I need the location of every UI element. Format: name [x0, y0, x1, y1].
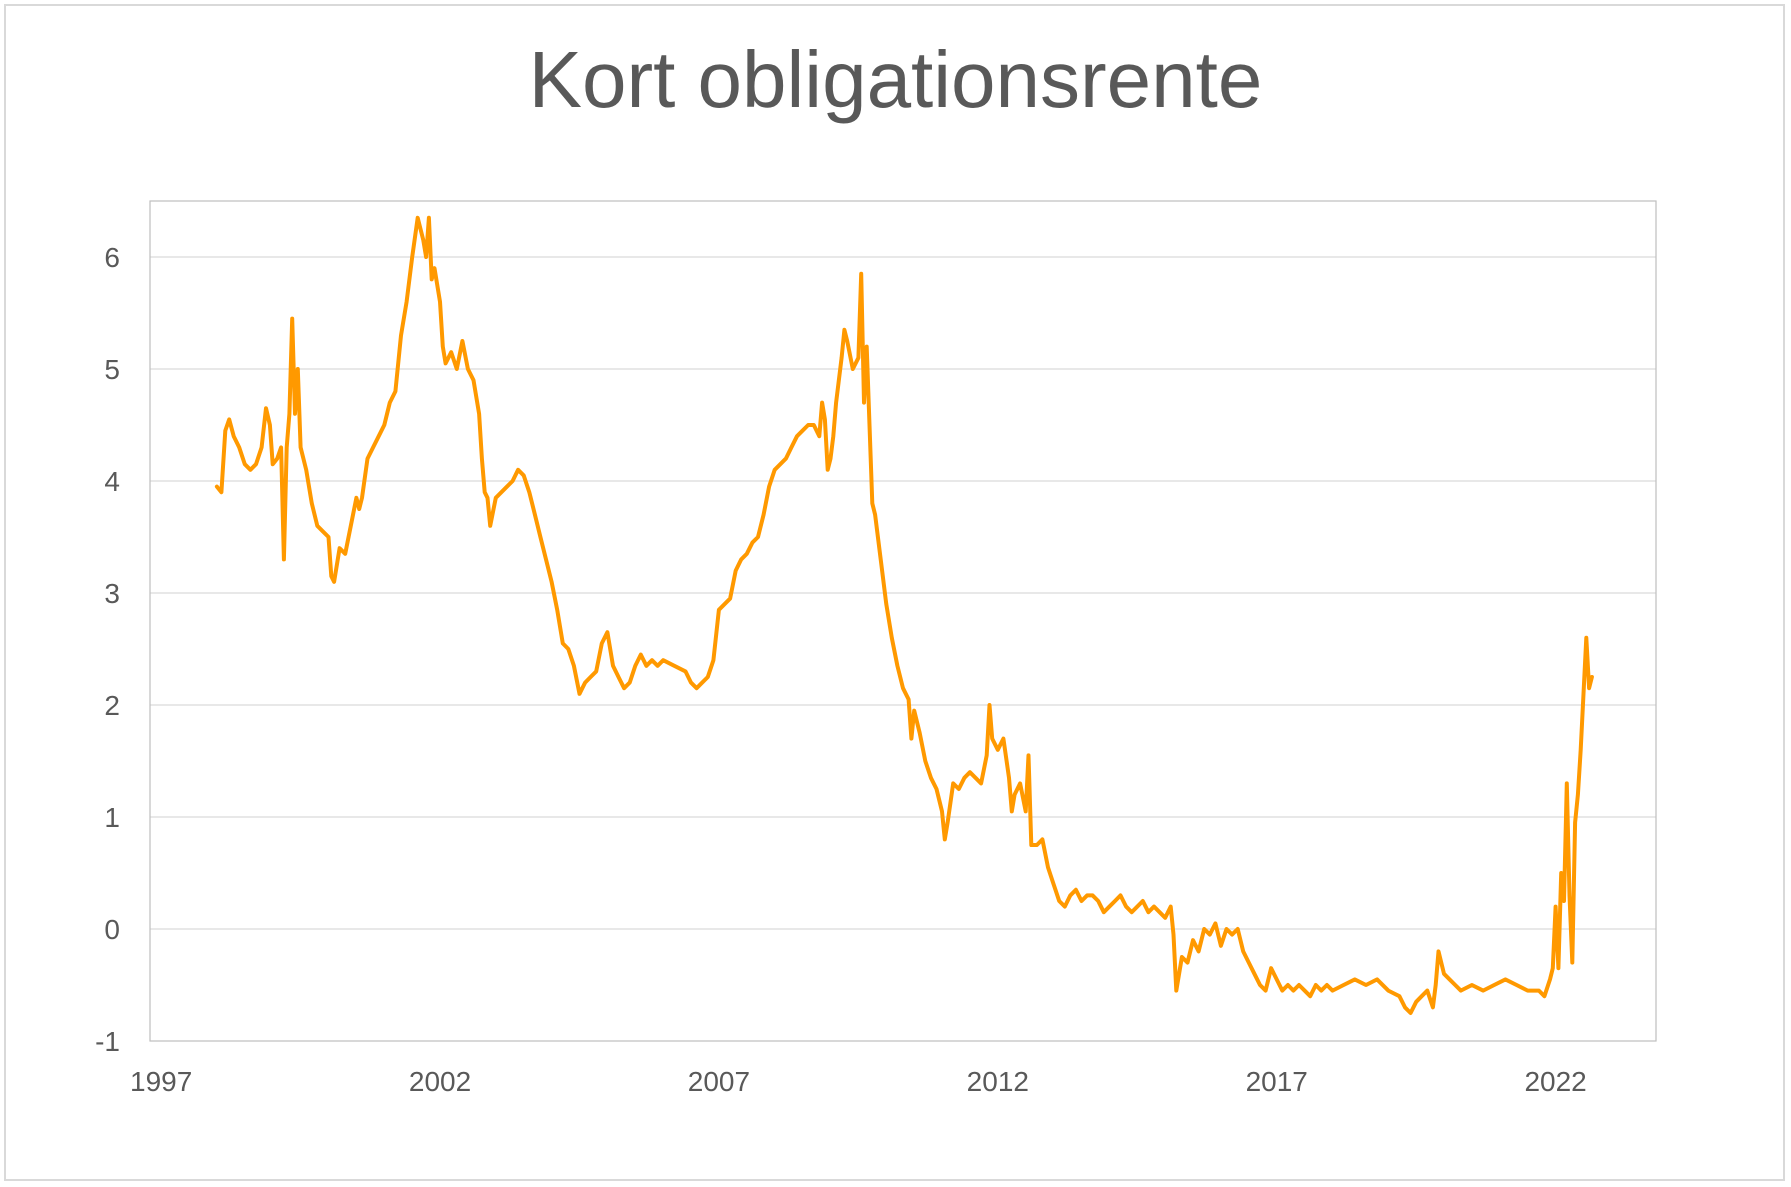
y-tick-label: 5 — [104, 354, 120, 385]
x-tick-label: 2002 — [409, 1066, 471, 1097]
x-tick-label: 2007 — [688, 1066, 750, 1097]
chart-title: Kort obligationsrente — [528, 35, 1263, 124]
y-tick-label: -1 — [95, 1026, 120, 1057]
y-tick-label: 3 — [104, 578, 120, 609]
series-line-0 — [214, 215, 1594, 1015]
x-tick-label: 1997 — [130, 1066, 192, 1097]
x-tick-label: 2022 — [1524, 1066, 1586, 1097]
y-tick-label: 2 — [104, 690, 120, 721]
plot-area-border — [149, 200, 1657, 1042]
x-tick-label: 2017 — [1246, 1066, 1308, 1097]
y-tick-label: 4 — [104, 466, 120, 497]
y-tick-label: 6 — [104, 242, 120, 273]
x-tick-label: 2012 — [967, 1066, 1029, 1097]
y-tick-label: 0 — [104, 914, 120, 945]
y-tick-label: 1 — [104, 802, 120, 833]
